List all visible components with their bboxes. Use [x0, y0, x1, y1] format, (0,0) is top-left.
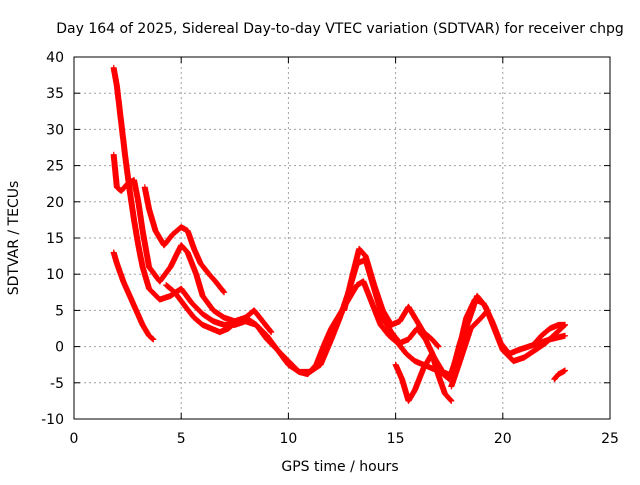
series-track-9: [532, 321, 568, 346]
series-markers: [341, 245, 442, 350]
chart-title: Day 164 of 2025, Sidereal Day-to-day VTE…: [56, 21, 624, 37]
data-layer: [110, 64, 568, 404]
x-tick-label: 5: [177, 431, 186, 447]
series-track-8: [448, 307, 491, 390]
series-track-5: [163, 282, 275, 336]
series-track-3: [110, 249, 157, 343]
y-tick-label: 0: [55, 340, 64, 356]
series-markers: [110, 249, 157, 343]
y-tick-label: 10: [46, 267, 64, 283]
x-axis-label: GPS time / hours: [281, 459, 398, 475]
series-markers: [448, 307, 491, 390]
y-tick-label: 5: [55, 303, 64, 319]
series-markers: [163, 282, 275, 336]
x-tick-label: 10: [279, 431, 297, 447]
y-axis-label: SDTVAR / TECUs: [6, 181, 22, 296]
axis-layer: -10 -5 0 5 10 15 20 25 30 35 40 0 5 10 15 20 25: [41, 50, 619, 447]
series-markers: [392, 350, 455, 404]
y-tick-label: 15: [46, 231, 64, 247]
x-tick-label: 25: [601, 431, 619, 447]
series-markers: [141, 184, 228, 296]
series-track-10: [551, 367, 568, 383]
y-tick-label: -10: [41, 412, 64, 428]
y-tick-label: 25: [46, 159, 64, 175]
y-tick-label: -5: [50, 376, 64, 392]
x-tick-label: 0: [70, 431, 79, 447]
grid-layer: [74, 57, 610, 419]
series-markers: [532, 321, 568, 346]
series-markers: [110, 151, 568, 379]
y-tick-label: 40: [46, 50, 64, 66]
x-tick-label: 15: [387, 431, 405, 447]
y-tick-label: 35: [46, 86, 64, 102]
series-track-6: [341, 245, 442, 350]
series-markers: [551, 367, 568, 383]
series-track-4: [141, 184, 228, 296]
y-tick-label: 30: [46, 122, 64, 138]
series-track-7: [392, 350, 455, 404]
y-tick-label: 20: [46, 195, 64, 211]
x-tick-label: 20: [494, 431, 512, 447]
series-track-2: [110, 151, 568, 379]
